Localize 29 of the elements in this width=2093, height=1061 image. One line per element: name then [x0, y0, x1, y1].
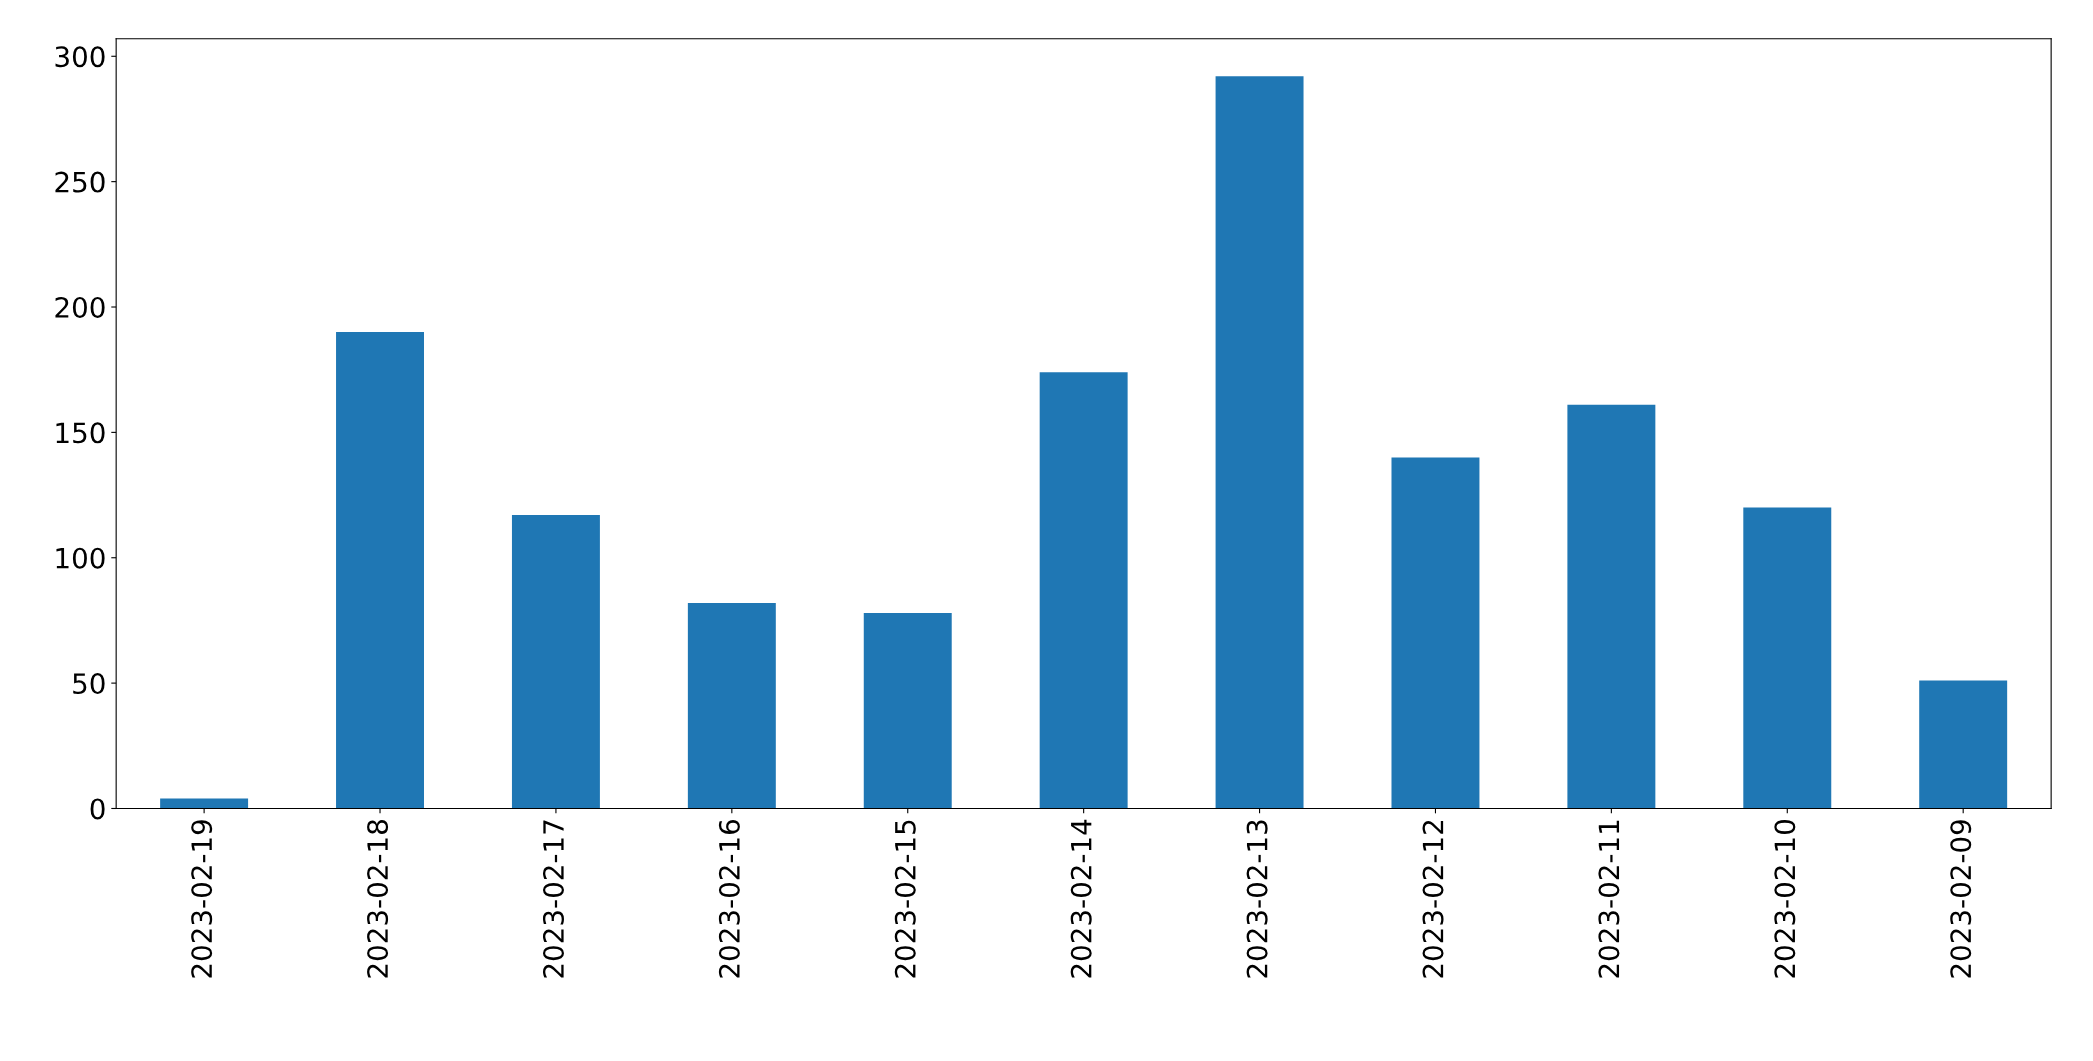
- x-tick-label: 2023-02-18: [367, 820, 389, 978]
- x-tick-label: 2023-02-11: [1598, 820, 1620, 978]
- bar: [1919, 680, 2008, 809]
- x-tick-label: 2023-02-17: [542, 820, 564, 978]
- y-tick-label: 200: [55, 296, 105, 318]
- y-tick-label: 100: [56, 547, 105, 569]
- bar: [336, 332, 424, 809]
- x-tick-label: 2023-02-15: [894, 820, 916, 978]
- bar: [1391, 457, 1480, 809]
- y-tick-label: 150: [56, 422, 105, 444]
- bar: [160, 798, 249, 809]
- y-tick-label: 250: [55, 171, 105, 193]
- bar: [1039, 372, 1128, 809]
- y-tick-label: 50: [73, 673, 105, 695]
- x-tick-label: 2023-02-19: [191, 820, 213, 978]
- x-tick-label: 2023-02-14: [1070, 819, 1092, 978]
- x-tick-label: 2023-02-13: [1246, 820, 1268, 978]
- x-tick-label: 2023-02-10: [1774, 820, 1796, 978]
- x-tick-label: 2023-02-16: [718, 819, 740, 978]
- bar: [687, 602, 776, 809]
- bar: [1743, 507, 1832, 809]
- x-tick-label: 2023-02-09: [1950, 820, 1972, 978]
- bar: [863, 612, 952, 809]
- x-tick-label: 2023-02-12: [1422, 820, 1444, 978]
- y-tick-label: 0: [90, 798, 105, 820]
- bar: [1215, 76, 1304, 809]
- bar: [1567, 404, 1656, 809]
- y-tick-label: 300: [55, 46, 105, 68]
- bar: [511, 515, 600, 809]
